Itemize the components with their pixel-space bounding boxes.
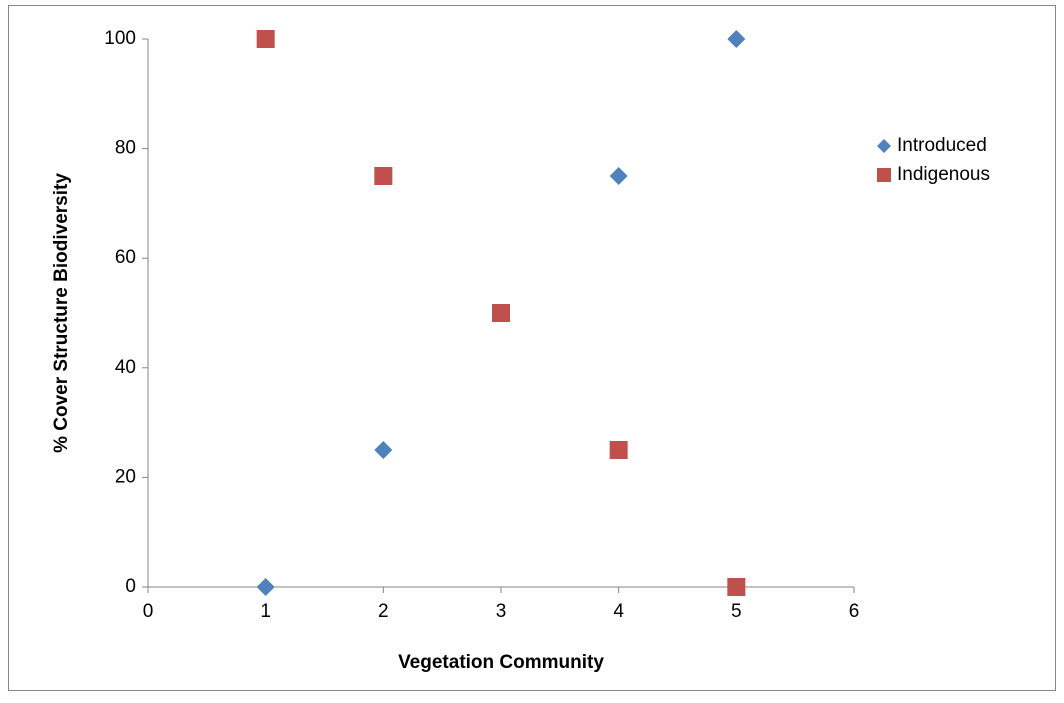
point: [374, 441, 393, 459]
point: [256, 30, 275, 48]
x-tick-label: 6: [849, 601, 860, 622]
x-tick-label: 3: [496, 601, 507, 622]
x-tick-label: 2: [378, 601, 389, 622]
y-tick-label: 40: [115, 357, 136, 378]
legend-label: Introduced: [897, 135, 987, 156]
y-tick-label: 60: [115, 247, 136, 268]
legend-label: Indigenous: [897, 164, 990, 185]
legend-marker: [877, 139, 891, 153]
point: [609, 441, 628, 459]
point: [727, 578, 746, 596]
y-axis-title: % Cover Structure Biodiversity: [51, 173, 72, 453]
point: [492, 304, 510, 322]
point: [609, 167, 628, 185]
y-tick-label: 100: [104, 28, 136, 49]
legend-marker: [877, 168, 891, 182]
point: [374, 167, 393, 185]
x-tick-label: 1: [260, 601, 271, 622]
x-tick-label: 0: [143, 601, 154, 622]
x-tick-label: 5: [731, 601, 742, 622]
x-axis-title: Vegetation Community: [398, 652, 604, 673]
point: [727, 30, 746, 48]
y-tick-label: 0: [125, 576, 136, 597]
y-tick-label: 80: [115, 138, 136, 159]
x-tick-label: 4: [613, 601, 624, 622]
chart-border: [8, 5, 1056, 691]
y-tick-label: 20: [115, 466, 136, 487]
point: [256, 578, 275, 596]
